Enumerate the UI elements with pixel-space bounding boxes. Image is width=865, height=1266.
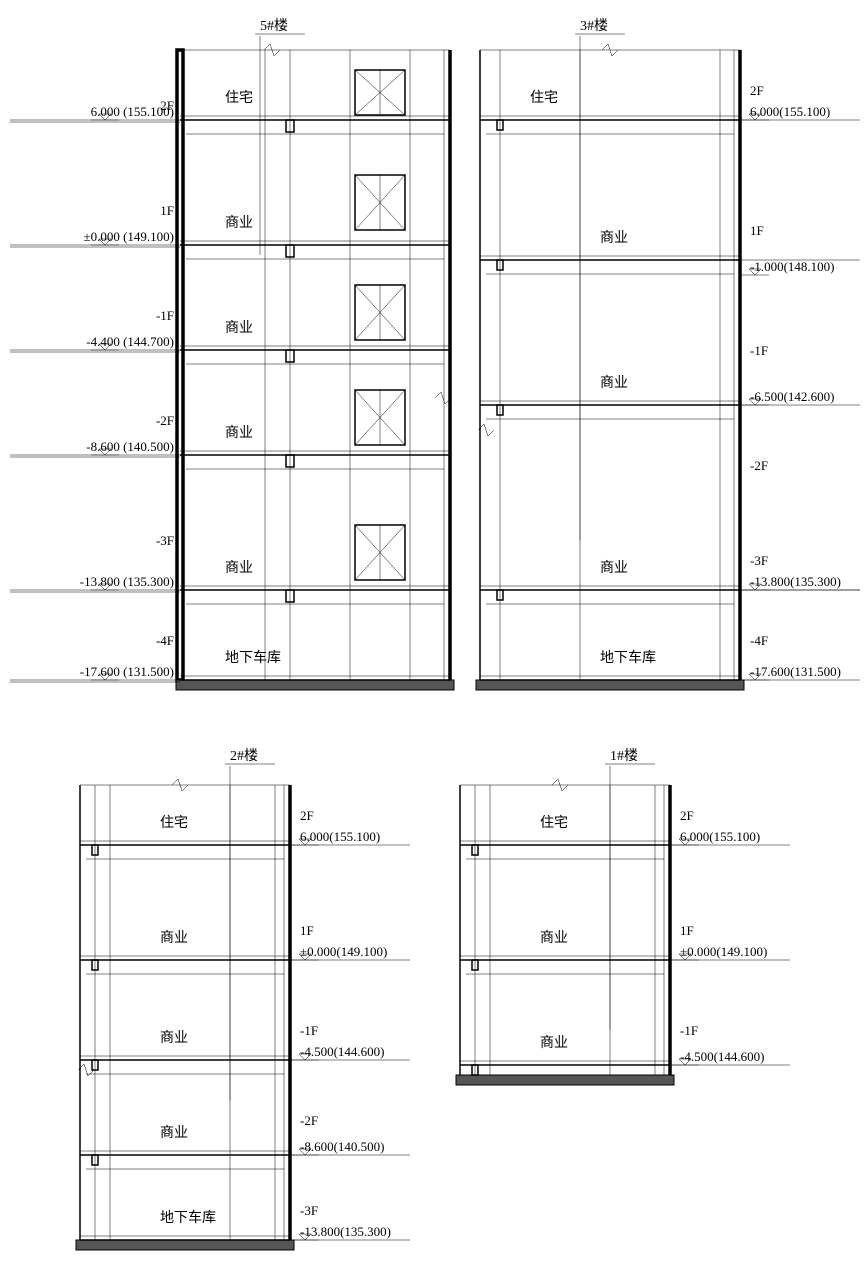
floor-id: -2F <box>156 413 174 428</box>
floor-id: 2F <box>750 83 764 98</box>
floor-id: -2F <box>750 458 768 473</box>
foundation <box>76 1240 294 1250</box>
room-label: 住宅 <box>540 815 568 831</box>
foundation <box>476 680 744 690</box>
floor-id: -1F <box>750 343 768 358</box>
elevation-label: -4.500(144.600) <box>300 1044 385 1059</box>
elevation-label: ±0.000(149.100) <box>300 944 387 959</box>
floor-id: -3F <box>300 1203 318 1218</box>
elevation-label: 6.000(155.100) <box>750 104 830 119</box>
floor-id: -2F <box>300 1113 318 1128</box>
building-title: 5#楼 <box>260 18 288 34</box>
room-label: 商业 <box>540 1035 568 1051</box>
floor-id: 2F <box>680 808 694 823</box>
elevation-label: -1.000(148.100) <box>750 259 835 274</box>
room-label: 住宅 <box>225 90 253 106</box>
room-label: 商业 <box>160 930 188 946</box>
floor-id: -4F <box>750 633 768 648</box>
room-label: 住宅 <box>160 815 188 831</box>
room-label: 商业 <box>160 1125 188 1141</box>
room-label: 地下车库 <box>160 1209 216 1226</box>
floor-id: 1F <box>750 223 764 238</box>
elevation-label: -8.600(140.500) <box>300 1139 385 1154</box>
room-label: 地下车库 <box>600 649 656 666</box>
floor-id: -1F <box>156 308 174 323</box>
elevation-label: ±0.000(149.100) <box>680 944 767 959</box>
elevation-label: 6.000(155.100) <box>680 829 760 844</box>
floor-id: 1F <box>300 923 314 938</box>
floor-id: -1F <box>680 1023 698 1038</box>
building-b5: 5#楼住宅2F6.000 (155.100)商业1F±0.000 (149.10… <box>10 18 454 690</box>
elevation-label: 6.000(155.100) <box>300 829 380 844</box>
floor-id: 2F <box>300 808 314 823</box>
room-label: 商业 <box>600 560 628 576</box>
room-label: 商业 <box>225 215 253 231</box>
building-title: 1#楼 <box>610 748 638 764</box>
elevation-label: ±0.000 (149.100) <box>83 229 174 244</box>
elevation-label: -13.800(135.300) <box>300 1224 391 1239</box>
elevation-label: -8.600 (140.500) <box>86 439 174 454</box>
room-label: 商业 <box>540 930 568 946</box>
room-label: 商业 <box>160 1030 188 1046</box>
elevation-label: 6.000 (155.100) <box>91 104 174 119</box>
elevation-label: -4.500(144.600) <box>680 1049 765 1064</box>
foundation <box>456 1075 674 1085</box>
room-label: 商业 <box>600 375 628 391</box>
building-b1: 1#楼住宅 2F 6.000(155.100) 商业 1F ±0.000(149.100)… <box>456 748 790 1085</box>
floor-id: -3F <box>156 533 174 548</box>
building-b3: 3#楼住宅 2F 6.000(155.100) 商业 1F -1.000(148.100)… <box>476 18 860 690</box>
room-label: 商业 <box>225 560 253 576</box>
svg-text:-3F: -3F <box>750 553 768 568</box>
floor-id: 1F <box>160 203 174 218</box>
elevation-label: -13.800 (135.300) <box>80 574 174 589</box>
elevation-label: -6.500(142.600) <box>750 389 835 404</box>
floor-id: -1F <box>300 1023 318 1038</box>
elevation-label: -17.600(131.500) <box>750 664 841 679</box>
building-b2: 2#楼住宅 2F 6.000(155.100) 商业 1F ±0.000(149.100)… <box>76 748 410 1250</box>
room-label: 住宅 <box>530 90 558 106</box>
elevation-label: -4.400 (144.700) <box>86 334 174 349</box>
room-label: 商业 <box>225 320 253 336</box>
room-label: 商业 <box>600 230 628 246</box>
section-drawings: 5#楼住宅 2F 6.000 (155.100) 商业 1F ±0.000 (149.10… <box>0 0 865 1261</box>
svg-text:-13.800(135.300): -13.800(135.300) <box>750 574 841 589</box>
room-label: 商业 <box>225 425 253 441</box>
elevation-label: -17.600 (131.500) <box>80 664 174 679</box>
building-title: 3#楼 <box>580 18 608 34</box>
floor-id: -4F <box>156 633 174 648</box>
building-title: 2#楼 <box>230 748 258 764</box>
foundation <box>176 680 454 690</box>
room-label: 地下车库 <box>225 649 281 666</box>
floor-id: 1F <box>680 923 694 938</box>
